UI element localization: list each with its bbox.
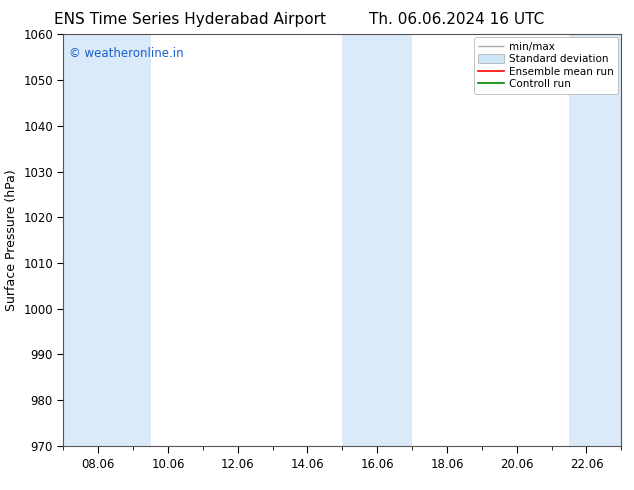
Bar [342, 34, 412, 446]
Bar [63, 34, 150, 446]
Y-axis label: Surface Pressure (hPa): Surface Pressure (hPa) [4, 169, 18, 311]
Text: Th. 06.06.2024 16 UTC: Th. 06.06.2024 16 UTC [369, 12, 544, 27]
Bar [569, 34, 621, 446]
Text: ENS Time Series Hyderabad Airport: ENS Time Series Hyderabad Airport [54, 12, 327, 27]
Text: © weatheronline.in: © weatheronline.in [69, 47, 184, 60]
Legend: min/max, Standard deviation, Ensemble mean run, Controll run: min/max, Standard deviation, Ensemble me… [474, 37, 618, 94]
